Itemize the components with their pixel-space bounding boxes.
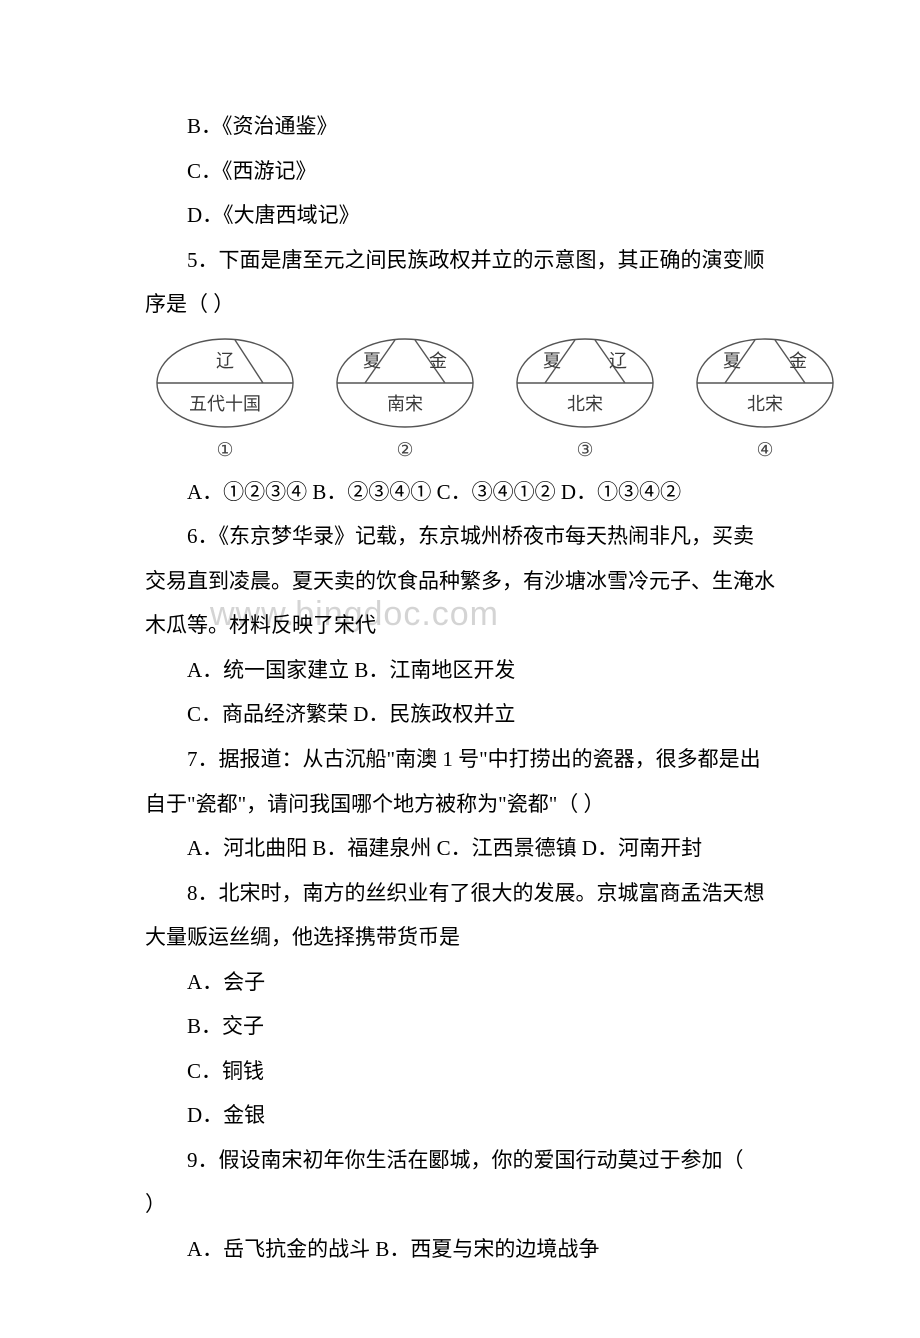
diagram-bottom-label: 北宋 (695, 395, 835, 413)
q5-diagrams: 辽 五代十国 ① 夏 金 南宋 ② (155, 333, 835, 462)
q6-options-cd: C．商品经济繁荣 D．民族政权并立 (145, 698, 805, 731)
q4-option-c: C．《西游记》 (145, 155, 805, 188)
q9-stem-a: 9．假设南宋初年你生活在郾城，你的爱国行动莫过于参加（ (145, 1144, 805, 1177)
ellipse-diagram: 辽 五代十国 (155, 333, 295, 433)
q5-diagram-3: 夏 辽 北宋 ③ (515, 333, 655, 462)
q5-options: A．①②③④ B．②③④① C．③④①② D．①③④② (145, 476, 805, 509)
diagram-top-right-label: 金 (429, 352, 447, 370)
diagram-number: ① (216, 439, 233, 462)
q7-stem-b: 自于"瓷都"，请问我国哪个地方被称为"瓷都"（ ） (145, 788, 805, 821)
q8-option-d: D．金银 (145, 1099, 805, 1132)
diagram-top-left-label: 夏 (363, 352, 381, 370)
ellipse-diagram: 夏 金 北宋 (695, 333, 835, 433)
q9-stem-b: ） (145, 1188, 805, 1221)
diagram-bottom-label: 南宋 (335, 395, 475, 413)
q5-stem-a: 5．下面是唐至元之间民族政权并立的示意图，其正确的演变顺 (145, 244, 805, 277)
q7-options: A．河北曲阳 B．福建泉州 C．江西景德镇 D．河南开封 (145, 832, 805, 865)
diagram-number: ④ (756, 439, 773, 462)
diagram-top-right-label: 辽 (609, 352, 627, 370)
q6-options-ab: A．统一国家建立 B．江南地区开发 (145, 654, 805, 687)
q5-stem-b: 序是（ ） (145, 288, 805, 321)
diagram-number: ③ (576, 439, 593, 462)
q5-diagram-1: 辽 五代十国 ① (155, 333, 295, 462)
ellipse-diagram: 夏 辽 北宋 (515, 333, 655, 433)
diagram-bottom-label: 五代十国 (155, 395, 295, 413)
ellipse-diagram: 夏 金 南宋 (335, 333, 475, 433)
q5-diagram-4: 夏 金 北宋 ④ (695, 333, 835, 462)
diagram-top-left-label: 夏 (723, 352, 741, 370)
diagram-top-left-label: 夏 (543, 352, 561, 370)
q8-option-c: C．铜钱 (145, 1055, 805, 1088)
q7-stem-a: 7．据报道：从古沉船"南澳 1 号"中打捞出的瓷器，很多都是出 (145, 743, 805, 776)
q6-stem-b: 交易直到凌晨。夏天卖的饮食品种繁多，有沙塘冰雪冷元子、生淹水 (145, 565, 805, 598)
q6-stem-a: 6．《东京梦华录》记载，东京城州桥夜市每天热闹非凡，买卖 (145, 520, 805, 553)
q4-option-d: D．《大唐西域记》 (145, 199, 805, 232)
q5-diagram-2: 夏 金 南宋 ② (335, 333, 475, 462)
diagram-bottom-label: 北宋 (515, 395, 655, 413)
document-body: B．《资治通鉴》 C．《西游记》 D．《大唐西域记》 5．下面是唐至元之间民族政… (145, 110, 805, 1266)
q8-stem-a: 8．北宋时，南方的丝织业有了很大的发展。京城富商孟浩天想 (145, 877, 805, 910)
q8-option-a: A．会子 (145, 966, 805, 999)
diagram-number: ② (396, 439, 413, 462)
diagram-top-label: 辽 (155, 352, 295, 370)
q8-option-b: B．交子 (145, 1010, 805, 1043)
q4-option-b: B．《资治通鉴》 (145, 110, 805, 143)
q6-stem-c: 木瓜等。材料反映了宋代 (145, 609, 805, 642)
q9-options-ab: A．岳飞抗金的战斗 B．西夏与宋的边境战争 (145, 1233, 805, 1266)
q8-stem-b: 大量贩运丝绸，他选择携带货币是 (145, 921, 805, 954)
diagram-top-right-label: 金 (789, 352, 807, 370)
